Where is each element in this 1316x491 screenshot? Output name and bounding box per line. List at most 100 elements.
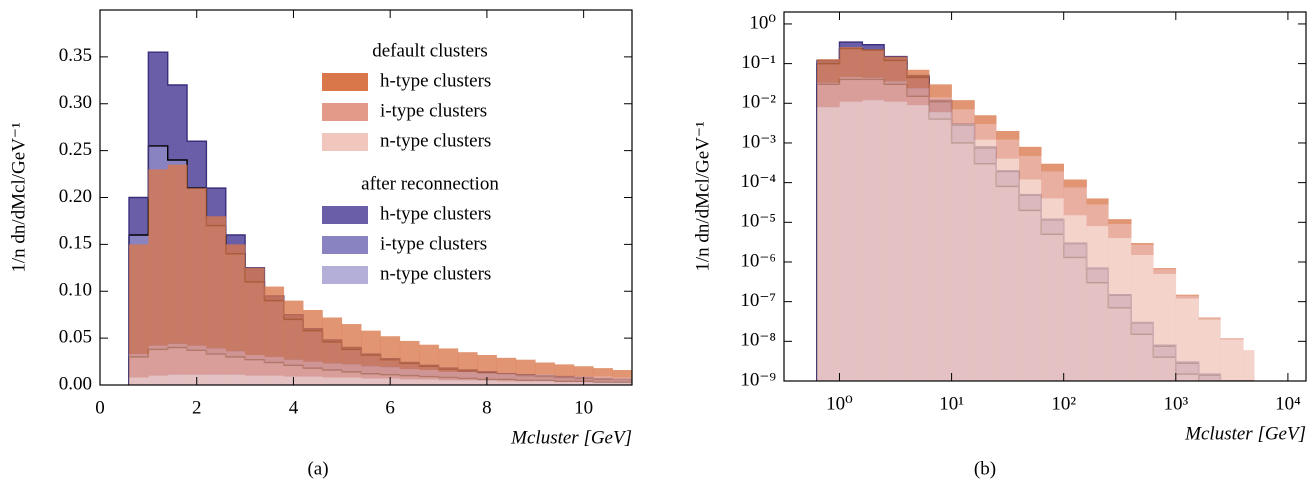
histogram-bar — [496, 357, 517, 374]
histogram-bar — [303, 376, 323, 385]
histogram-bar — [438, 371, 459, 381]
histogram-bar — [1153, 268, 1177, 270]
histogram-bar — [225, 351, 246, 375]
histogram-bar — [1153, 273, 1177, 381]
y-axis-label: 1/n dn/dMcl/GeV⁻¹ — [692, 121, 713, 272]
histogram-bar — [1131, 243, 1154, 245]
histogram-bar — [612, 382, 632, 385]
histogram-bar — [951, 124, 975, 381]
histogram-bar — [438, 380, 459, 385]
histogram-bar — [839, 47, 863, 77]
histogram-bar — [399, 379, 420, 385]
y-tick-label: 10⁻¹ — [741, 52, 776, 73]
histogram-bar — [245, 355, 265, 376]
histogram-bar — [839, 42, 863, 49]
x-tick-label: 8 — [482, 397, 492, 418]
histogram-bar — [303, 310, 323, 362]
histogram-bar — [264, 356, 285, 376]
legend-label: h-type clusters — [380, 70, 491, 91]
y-axis-label: 1/n dn/dMcl/GeV⁻¹ — [8, 122, 29, 273]
histogram-bar — [554, 376, 575, 383]
histogram-bar — [129, 377, 149, 385]
x-tick-label: 0 — [95, 397, 105, 418]
histogram-bar — [816, 59, 840, 83]
histogram-bar — [573, 366, 594, 377]
histogram-bar — [322, 363, 343, 378]
histogram-bar — [283, 300, 304, 360]
histogram-bar — [996, 158, 1020, 381]
histogram-bar — [951, 109, 975, 125]
histogram-bar — [496, 381, 517, 385]
histogram-bar — [264, 286, 285, 357]
y-tick-label: 0.25 — [59, 139, 92, 160]
histogram-bar — [974, 115, 997, 125]
legend-swatch — [322, 266, 368, 284]
histogram-bar — [1175, 294, 1199, 296]
y-tick-label: 10⁰ — [749, 12, 776, 33]
y-tick-label: 0.20 — [59, 186, 92, 207]
histogram-bar — [1198, 319, 1221, 381]
histogram-bar — [148, 375, 169, 385]
histogram-bar — [974, 139, 997, 381]
histogram-bar — [187, 141, 207, 189]
histogram-bar — [996, 131, 1020, 140]
histogram-bar — [1019, 146, 1042, 156]
y-tick-label: 0.30 — [59, 92, 92, 113]
histogram-bar — [1198, 317, 1221, 320]
histogram-bar — [839, 76, 863, 102]
x-tick-label: 10³ — [1163, 393, 1188, 414]
histogram-bar — [187, 188, 207, 346]
stack — [816, 47, 1255, 381]
histogram-bar — [1041, 198, 1064, 381]
y-tick-label: 10⁻⁷ — [740, 290, 776, 311]
histogram-bar — [929, 112, 952, 381]
legend-label: i-type clusters — [380, 233, 487, 254]
histogram-bar — [951, 100, 975, 110]
histogram-bar — [264, 375, 285, 385]
y-tick-label: 0.35 — [59, 45, 92, 66]
y-tick-label: 10⁻² — [741, 92, 776, 113]
histogram-bar — [515, 374, 536, 382]
legend-swatch — [322, 103, 368, 121]
y-tick-label: 10⁻⁹ — [740, 369, 776, 390]
histogram-bar — [1086, 198, 1109, 205]
histogram-bar — [419, 379, 439, 385]
histogram-bar — [1108, 224, 1132, 239]
histogram-bar — [593, 382, 613, 385]
legend-swatch — [322, 133, 368, 151]
y-tick-label: 10⁻⁸ — [740, 330, 776, 351]
histogram-bar — [457, 380, 478, 385]
y-tick-label: 0.15 — [59, 233, 92, 254]
histogram-bar — [167, 374, 188, 385]
histogram-bar — [554, 382, 575, 385]
histogram-bar — [399, 340, 420, 370]
y-tick-label: 10⁻⁴ — [740, 171, 776, 192]
x-tick-label: 2 — [192, 397, 202, 418]
histogram-bar — [1108, 219, 1132, 225]
histogram-bar — [341, 324, 362, 365]
y-tick-label: 10⁻⁶ — [740, 250, 776, 271]
histogram-bar — [167, 85, 188, 160]
histogram-bar — [1019, 179, 1042, 381]
histogram-bar — [535, 374, 555, 382]
histogram-bar — [399, 369, 420, 380]
panel: 10⁰ 10¹ 10² 10³ 10⁴ 10⁻⁹ 10⁻⁸ 10⁻⁷ 10⁻⁶ 10⁻⁵ 10⁻⁴ 1… — [692, 11, 1307, 479]
legend-title: after reconnection — [361, 173, 499, 194]
histogram-bar — [535, 362, 555, 375]
histogram-bar — [1131, 244, 1154, 255]
histogram-bar — [419, 344, 439, 370]
panel: 0 2 4 6 8 10 0.00 0.05 0.10 0.15 0.20 0.25 0.30 0.35 M… — [8, 9, 633, 479]
legend-swatch — [322, 206, 368, 224]
legend-label: n-type clusters — [380, 263, 491, 284]
histogram-bar — [477, 372, 497, 381]
histogram-bar — [1063, 179, 1087, 188]
histogram-bar — [148, 345, 169, 376]
legend-label: i-type clusters — [380, 100, 487, 121]
histogram-bar — [906, 88, 930, 106]
histogram-bar — [515, 359, 536, 375]
histogram-bar — [457, 352, 478, 372]
histogram-bar — [862, 49, 885, 78]
histogram-bar — [380, 336, 401, 368]
x-tick-label: 4 — [289, 397, 299, 418]
x-axis-label: Mcluster [GeV] — [1184, 423, 1306, 444]
